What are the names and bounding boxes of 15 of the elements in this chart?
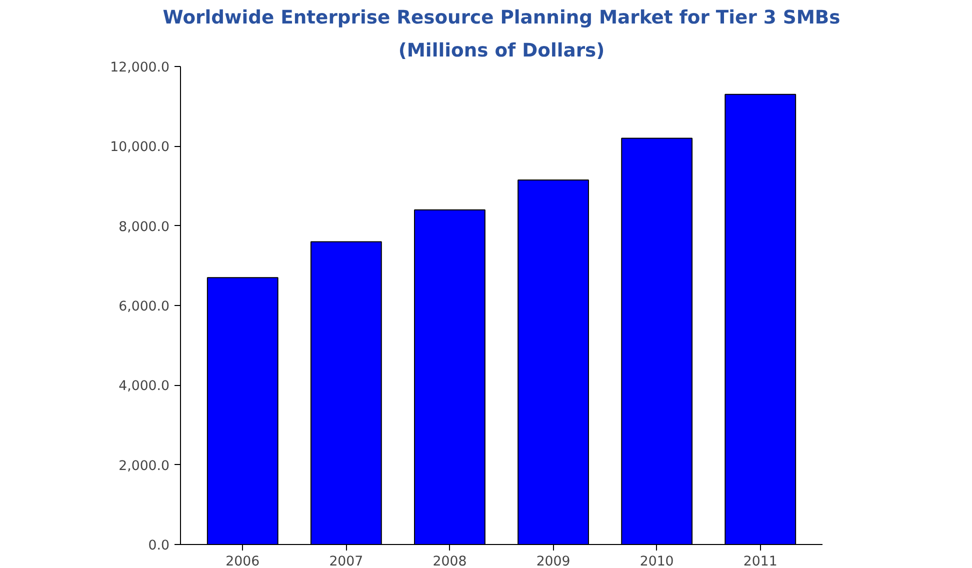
y-tick-label: 2,000.0 — [118, 458, 170, 474]
x-tick-label: 2007 — [329, 554, 364, 568]
chart-subtitle: (Millions of Dollars) — [398, 40, 605, 62]
y-tick-label: 0.0 — [148, 538, 170, 554]
x-tick-label: 2006 — [226, 554, 260, 568]
x-tick-label: 2011 — [743, 554, 778, 568]
y-tick-label: 8,000.0 — [118, 220, 170, 235]
y-tick-label: 6,000.0 — [118, 300, 170, 314]
x-tick-label: 2009 — [536, 554, 570, 568]
y-tick-label: 4,000.0 — [118, 379, 170, 394]
y-tick-label: 10,000.0 — [110, 140, 170, 156]
chart-title: Worldwide Enterprise Resource Planning Market for Tier 3 SMBs — [162, 8, 840, 28]
x-tick-label: 2010 — [640, 554, 674, 568]
y-tick-label: 12,000.0 — [110, 60, 170, 76]
x-tick-label: 2008 — [432, 554, 467, 568]
